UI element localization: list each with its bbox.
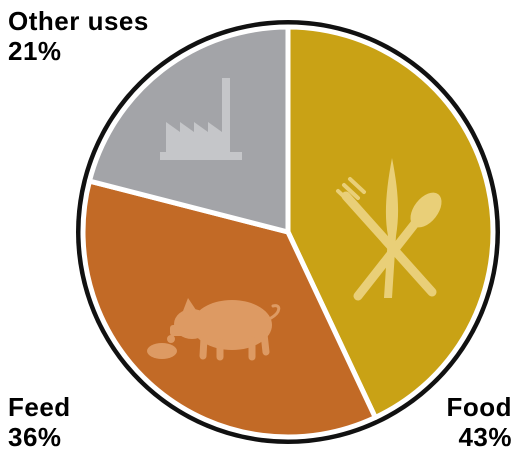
factory-icon	[160, 78, 242, 160]
slice-label-food-name: Food	[446, 392, 512, 422]
slice-label-other-uses-value: 21%	[8, 36, 62, 66]
fork-spoon-knife-icon	[336, 158, 442, 301]
slice-label-feed-name: Feed	[8, 392, 71, 422]
slice-label-other-uses-name: Other uses	[8, 6, 149, 36]
slice-label-feed: Feed 36%	[8, 392, 71, 452]
slice-label-feed-value: 36%	[8, 422, 62, 452]
pig-icon	[147, 298, 281, 361]
slice-label-food-value: 43%	[458, 422, 512, 452]
slice-label-food: Food 43%	[446, 392, 512, 452]
slice-label-other-uses: Other uses 21%	[8, 6, 149, 66]
